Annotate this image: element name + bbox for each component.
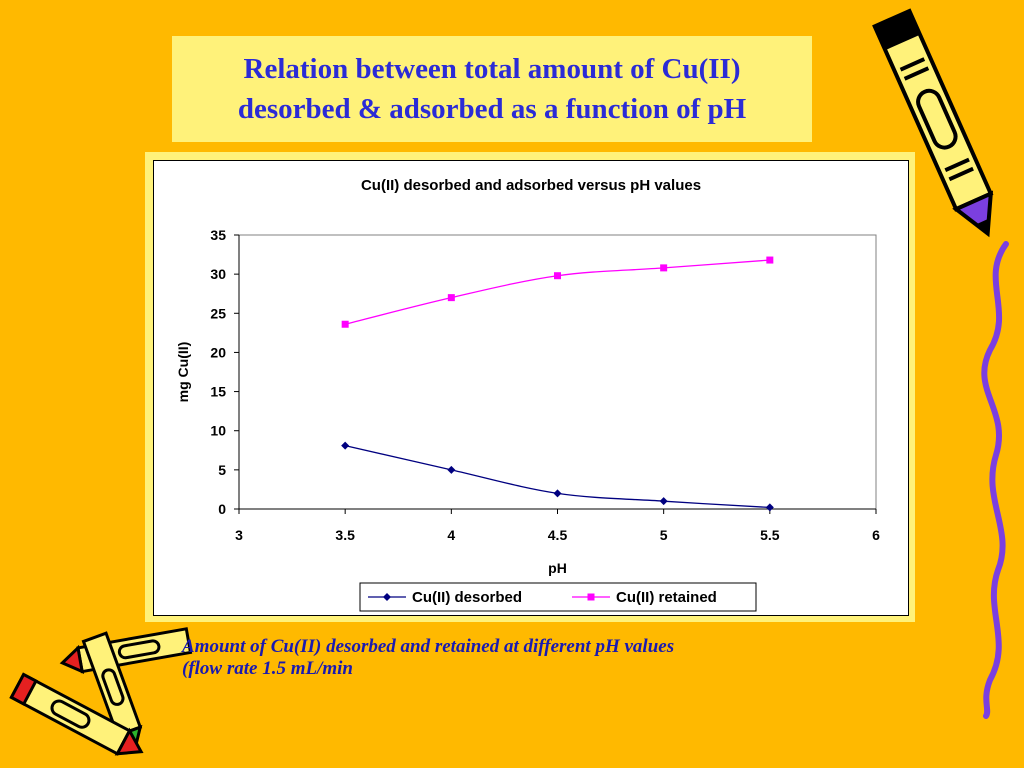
data-point-retained — [554, 272, 561, 280]
legend-marker — [383, 593, 391, 601]
y-tick-label: 35 — [210, 227, 226, 243]
y-tick-label: 20 — [210, 344, 226, 360]
x-tick-label: 4 — [447, 527, 455, 543]
data-point-retained — [766, 256, 774, 264]
legend-marker — [587, 593, 595, 601]
title-box: Relation between total amount of Cu(II) … — [172, 36, 812, 142]
data-point-desorbed — [341, 441, 350, 450]
data-point-desorbed — [553, 489, 562, 498]
y-tick-label: 0 — [218, 501, 226, 517]
x-tick-label: 6 — [872, 527, 880, 543]
y-tick-label: 25 — [210, 305, 226, 321]
x-tick-label: 5 — [660, 527, 668, 543]
caption: Amount of Cu(II) desorbed and retained a… — [182, 636, 882, 680]
chart-area: Cu(II) desorbed and adsorbed versus pH v… — [153, 160, 909, 616]
legend-label-retained: Cu(II) retained — [616, 589, 717, 606]
data-point-retained — [660, 264, 668, 272]
x-tick-label: 4.5 — [548, 527, 568, 543]
chart-frame: Cu(II) desorbed and adsorbed versus pH v… — [145, 152, 915, 622]
y-tick-label: 10 — [210, 423, 226, 439]
plot-area — [238, 234, 877, 510]
data-point-desorbed — [659, 497, 668, 506]
y-tick-label: 30 — [210, 266, 226, 282]
data-point-desorbed — [765, 503, 774, 512]
legend-box — [359, 582, 757, 612]
data-point-desorbed — [447, 465, 456, 474]
caption-line1: Amount of Cu(II) desorbed and retained a… — [182, 636, 675, 657]
data-point-retained — [341, 320, 349, 328]
x-tick-label: 3.5 — [335, 527, 355, 543]
pencil-icon — [872, 8, 994, 238]
x-tick-label: 5.5 — [760, 527, 780, 543]
squiggle-line-icon — [981, 241, 1009, 719]
y-axis-label: mg Cu(II) — [175, 342, 191, 403]
caption-line2: (flow rate 1.5 mL/min — [182, 658, 353, 679]
y-tick-label: 5 — [218, 462, 226, 478]
x-axis-label: pH — [548, 560, 567, 576]
chart-title: Cu(II) desorbed and adsorbed versus pH v… — [361, 177, 701, 194]
legend-label-desorbed: Cu(II) desorbed — [412, 589, 522, 606]
data-point-retained — [447, 294, 455, 302]
slide-title-line1: Relation between total amount of Cu(II) — [243, 53, 741, 85]
crayons-icon — [9, 627, 193, 756]
slide-title-line2: desorbed & adsorbed as a function of pH — [237, 93, 747, 125]
line-chart: Cu(II) desorbed and adsorbed versus pH v… — [175, 177, 880, 612]
y-tick-label: 15 — [210, 384, 226, 400]
x-tick-label: 3 — [235, 527, 243, 543]
